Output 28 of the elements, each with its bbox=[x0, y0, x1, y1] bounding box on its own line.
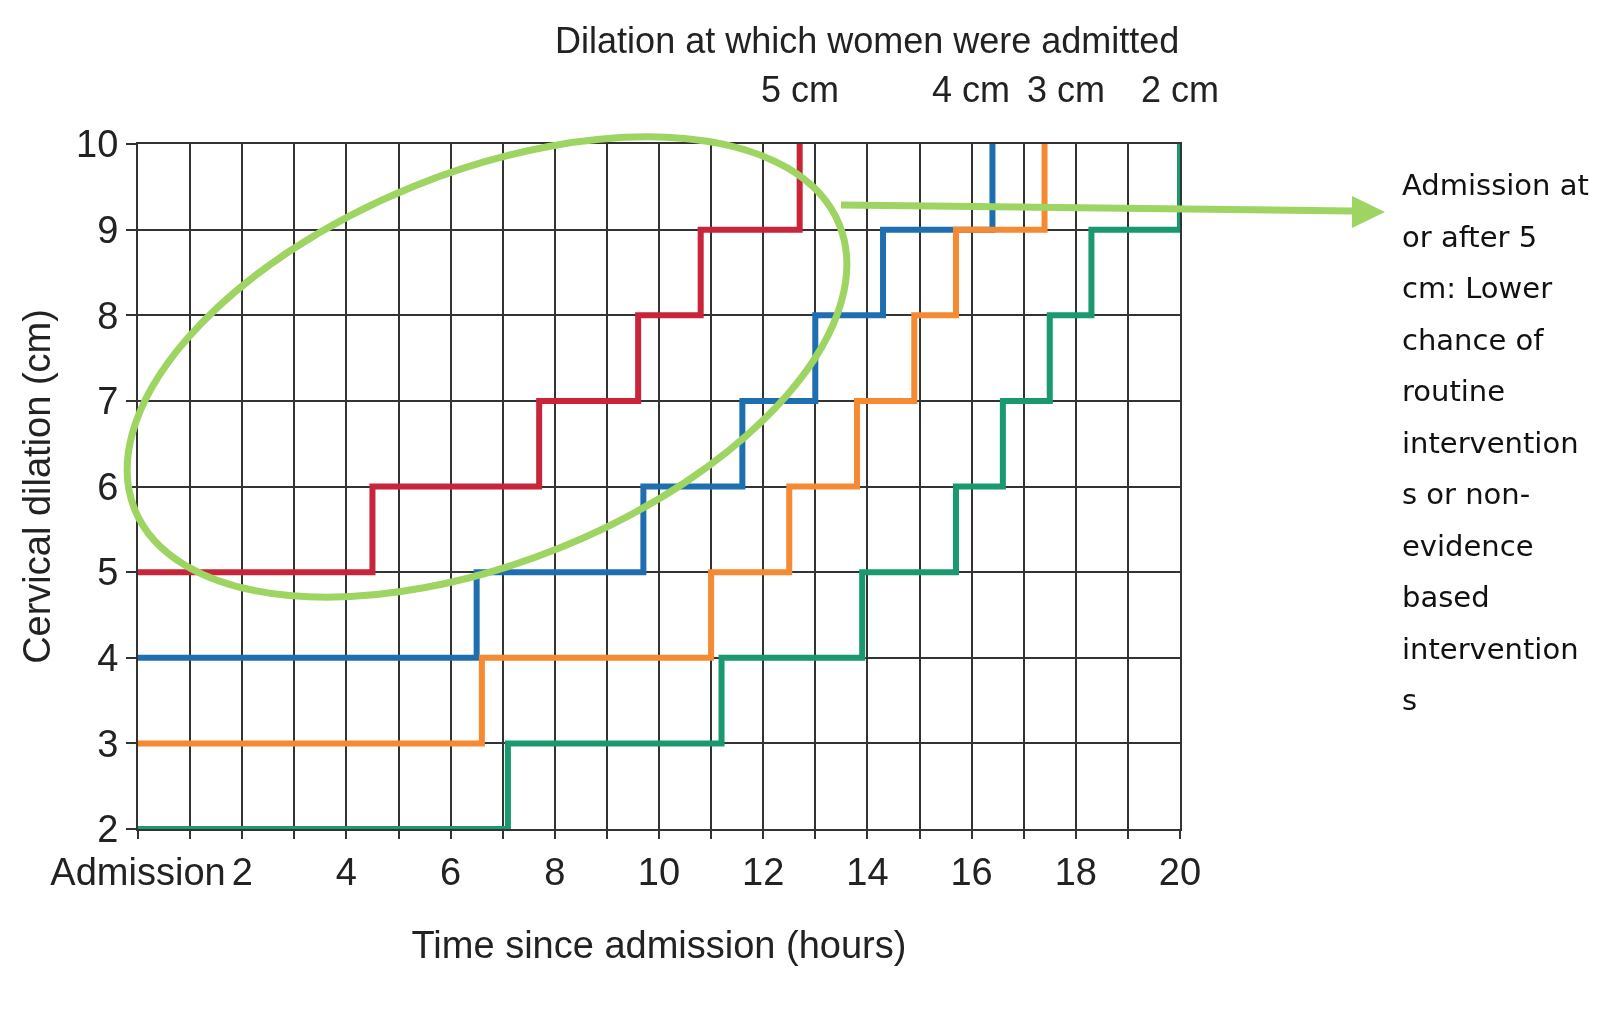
series-label: 2 cm bbox=[1141, 69, 1220, 110]
x-tick-label: 18 bbox=[1054, 850, 1097, 893]
y-tick-label: 2 bbox=[97, 808, 119, 851]
x-tick-label: 8 bbox=[544, 850, 566, 893]
series-label: 4 cm bbox=[932, 69, 1011, 110]
y-tick-label: 6 bbox=[97, 465, 119, 508]
x-tick-label: 6 bbox=[440, 850, 462, 893]
y-tick-label: 9 bbox=[97, 208, 119, 251]
y-tick-label: 7 bbox=[97, 380, 119, 423]
y-axis-title: Cervical dilation (cm) bbox=[15, 309, 58, 664]
x-tick-label: 4 bbox=[335, 850, 357, 893]
y-tick-label: 3 bbox=[97, 722, 119, 765]
x-tick-label: 16 bbox=[950, 850, 993, 893]
y-tick-label: 4 bbox=[97, 637, 119, 680]
y-tick-label: 10 bbox=[76, 123, 119, 166]
series-label: 5 cm bbox=[761, 69, 840, 110]
x-tick-label: Admission bbox=[50, 850, 226, 893]
x-tick-label: 2 bbox=[231, 850, 253, 893]
chart-title: Dilation at which women were admitted bbox=[555, 20, 1180, 62]
y-tick-label: 5 bbox=[97, 551, 119, 594]
x-tick-label: 12 bbox=[742, 850, 785, 893]
x-tick-label: 14 bbox=[846, 850, 889, 893]
x-tick-label: 10 bbox=[637, 850, 681, 893]
series-label: 3 cm bbox=[1027, 69, 1106, 110]
x-axis-title: Time since admission (hours) bbox=[411, 924, 907, 967]
text: Admission at or after 5 cm: Lower chance of routine interventions or non-evidence based interventions bbox=[1402, 168, 1589, 717]
x-tick-label: 20 bbox=[1158, 850, 1202, 893]
y-tick-label: 8 bbox=[97, 294, 119, 337]
